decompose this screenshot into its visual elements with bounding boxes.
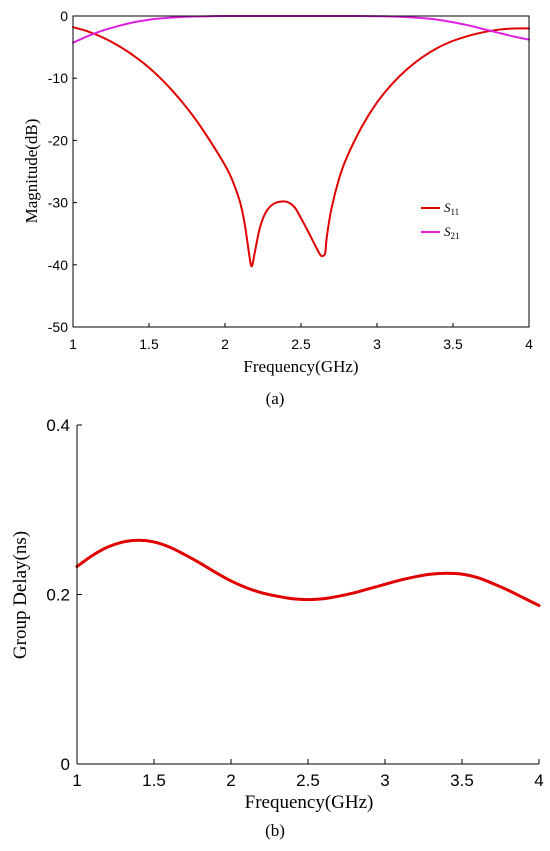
legend-label-s11: S11 <box>444 200 459 217</box>
chart-b-y-axis-label: Group Delay(ns) <box>10 531 31 659</box>
x-tick-label: 2 <box>221 336 229 352</box>
chart-b: 1 1.5 2 2.5 3 3.5 4 0 0.2 0.4 Frequency(GHz) Gro… <box>10 416 544 840</box>
y-tick-label: -40 <box>48 257 68 273</box>
x-tick-label: 3.5 <box>443 336 463 352</box>
chart-b-caption: (b) <box>265 821 285 840</box>
chart-a-lines <box>72 14 530 268</box>
chart-b-lines <box>75 538 541 608</box>
chart-a-series-line-s11 <box>72 26 530 268</box>
y-tick-label: 0.2 <box>46 586 70 605</box>
y-tick-label: -10 <box>48 70 68 86</box>
y-tick-label: 0 <box>60 8 68 24</box>
x-tick-label: 1 <box>72 771 81 790</box>
y-tick-label: -20 <box>48 132 68 148</box>
y-tick-label: 0.4 <box>46 416 70 435</box>
y-tick-label: -50 <box>48 319 68 335</box>
x-tick-label: 1.5 <box>142 771 166 790</box>
y-tick-label: 0 <box>61 755 70 774</box>
chart-b-y-ticks: 0 0.2 0.4 <box>46 416 82 774</box>
chart-b-x-axis-label: Frequency(GHz) <box>245 792 374 813</box>
x-tick-label: 4 <box>525 336 533 352</box>
chart-a-caption: (a) <box>266 389 285 408</box>
chart-a-x-ticks: 1 1.5 2 2.5 3 3.5 4 <box>69 323 533 352</box>
chart-b-series-line-0 <box>75 538 541 608</box>
chart-a-y-ticks: 0 -10 -20 -30 -40 -50 <box>48 8 77 335</box>
x-tick-label: 2.5 <box>296 771 320 790</box>
chart-a-legend: S11 S21 <box>421 200 460 241</box>
chart-a: 1 1.5 2 2.5 3 3.5 4 0 -10 -20 -30 -40 -50 Frequency… <box>22 8 533 408</box>
x-tick-label: 3 <box>380 771 389 790</box>
x-tick-label: 3 <box>373 336 381 352</box>
chart-a-x-axis-label: Frequency(GHz) <box>243 357 358 376</box>
x-tick-label: 2 <box>226 771 235 790</box>
x-tick-label: 4 <box>534 771 543 790</box>
y-tick-label: -30 <box>48 195 68 211</box>
chart-b-x-ticks: 1 1.5 2 2.5 3 3.5 4 <box>72 759 544 790</box>
legend-label-s21: S21 <box>444 224 460 241</box>
x-tick-label: 1 <box>69 336 77 352</box>
x-tick-label: 2.5 <box>291 336 311 352</box>
x-tick-label: 1.5 <box>139 336 159 352</box>
chart-a-y-axis-label: Magnitude(dB) <box>22 119 41 224</box>
x-tick-label: 3.5 <box>450 771 474 790</box>
